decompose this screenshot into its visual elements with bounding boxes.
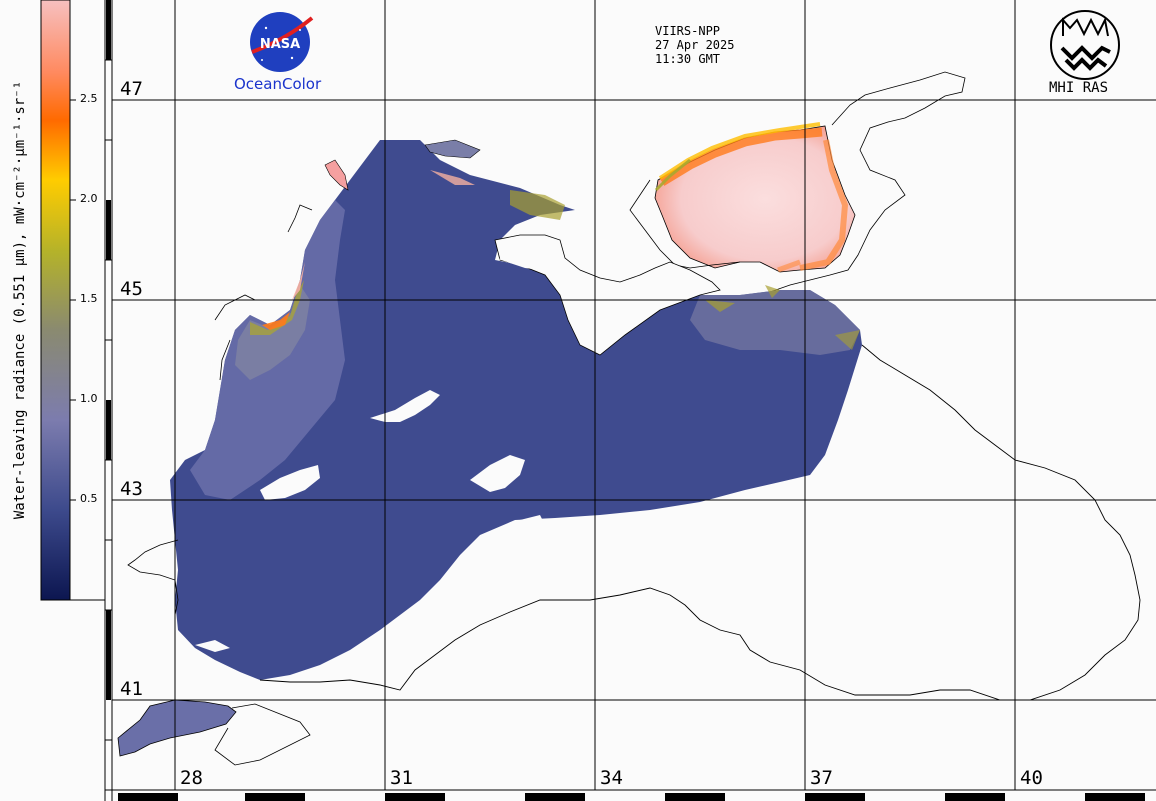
azov-coastal-bloom (659, 127, 823, 186)
scene-date: 27 Apr 2025 (655, 38, 735, 52)
coastline-south-east (259, 344, 1141, 701)
graticule (112, 0, 1156, 790)
lon-label-34: 34 (600, 767, 623, 789)
sensor-name: VIIRS-NPP (655, 24, 721, 38)
colorbar-tick-1.5: 1.5 (80, 292, 98, 305)
colorbar-title-text: Water-leaving radiance (0.551 µm), mW·cm… (12, 80, 28, 520)
colorbar (40, 0, 71, 601)
oceancolor-wordmark: OceanColor (234, 75, 322, 93)
scene-time: 11:30 GMT (655, 52, 721, 66)
colorbar-tick-1.0: 1.0 (80, 392, 98, 405)
mhi-ras-wordmark: MHI RAS (1049, 80, 1109, 96)
lon-label-28: 28 (180, 767, 203, 789)
lat-label-43: 43 (120, 478, 143, 500)
lon-label-40: 40 (1020, 767, 1043, 789)
lat-label-45: 45 (120, 278, 143, 300)
scene-header: VIIRS-NPP 27 Apr 2025 11:30 GMT (655, 24, 734, 66)
colorbar-tick-0.5: 0.5 (80, 492, 98, 505)
colorbar-ticks (70, 99, 76, 501)
lat-label-47: 47 (120, 78, 143, 100)
marmara-sea (117, 699, 237, 757)
black-sea-data (170, 140, 862, 680)
nasa-logo (250, 12, 314, 72)
lon-label-37: 37 (810, 767, 833, 789)
colorbar-tick-2.0: 2.0 (80, 192, 98, 205)
cloud-gaps (195, 258, 545, 652)
lat-label-41: 41 (120, 678, 143, 700)
colorbar-tick-2.5: 2.5 (80, 92, 98, 105)
nasa-wordmark: NASA (260, 37, 300, 52)
lon-label-31: 31 (390, 767, 413, 789)
colorbar-title: Water-leaving radiance (0.551 µm), mW·cm… (0, 0, 40, 600)
crimea (494, 234, 721, 356)
mhi-logo (1050, 10, 1120, 80)
